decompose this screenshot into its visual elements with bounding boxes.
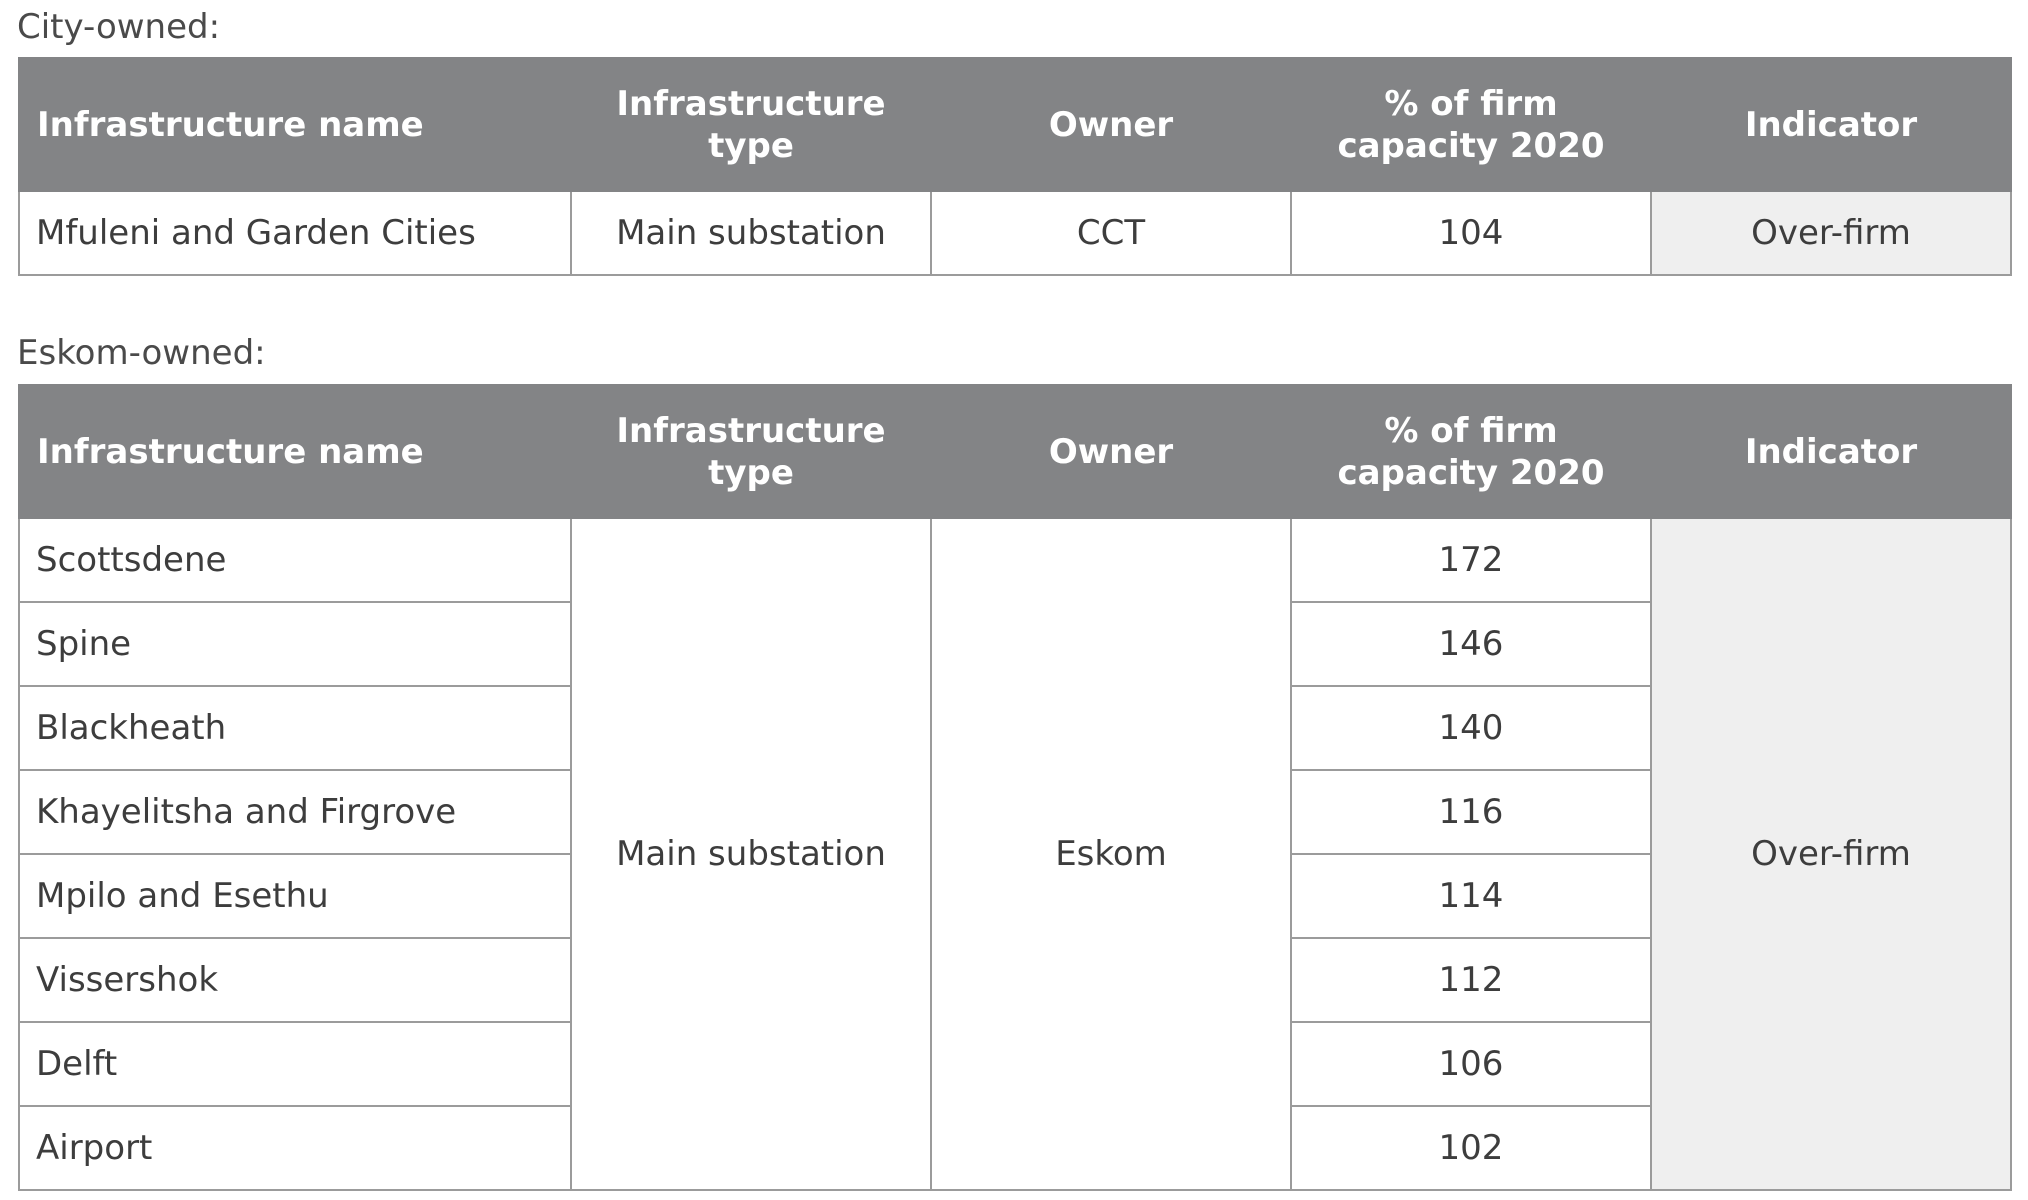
table-row: Vissershok 112	[18, 937, 2011, 1023]
header-owner: Owner	[930, 384, 1292, 519]
table-row: Mfuleni and Garden Cities Main substatio…	[18, 190, 2012, 276]
city-owned-caption: City-owned:	[17, 7, 221, 47]
firm-capacity-cell: 106	[1290, 1021, 1652, 1107]
header-firm-capacity: % of firm capacity 2020	[1290, 57, 1652, 192]
owner-cell: Eskom	[930, 517, 1292, 1191]
city-owned-table: Infrastructure name Infrastructure type …	[18, 57, 2012, 276]
infrastructure-name-cell: Khayelitsha and Firgrove	[18, 769, 572, 855]
table-row: Khayelitsha and Firgrove 116	[18, 769, 2011, 855]
owner-cell: CCT	[930, 190, 1292, 276]
indicator-cell: Over-firm	[1650, 190, 2012, 276]
header-row: Infrastructure name Infrastructure type …	[18, 57, 2012, 192]
firm-capacity-cell: 114	[1290, 853, 1652, 939]
eskom-owned-caption: Eskom-owned:	[17, 333, 266, 373]
firm-capacity-cell: 146	[1290, 601, 1652, 687]
table-row: Blackheath 140	[18, 685, 2011, 771]
infrastructure-name-cell: Mfuleni and Garden Cities	[18, 190, 572, 276]
infrastructure-name-cell: Scottsdene	[18, 517, 572, 603]
header-row: Infrastructure name Infrastructure type …	[18, 384, 2012, 519]
firm-capacity-cell: 104	[1290, 190, 1652, 276]
header-indicator: Indicator	[1650, 384, 2012, 519]
table-row: Spine 146	[18, 601, 2011, 687]
header-firm-capacity: % of firm capacity 2020	[1290, 384, 1652, 519]
header-owner: Owner	[930, 57, 1292, 192]
table-row: Airport 102	[18, 1105, 2011, 1191]
infrastructure-name-cell: Blackheath	[18, 685, 572, 771]
eskom-owned-table: Infrastructure name Infrastructure type …	[18, 384, 2012, 1191]
header-infrastructure-name: Infrastructure name	[18, 57, 572, 192]
firm-capacity-cell: 140	[1290, 685, 1652, 771]
infrastructure-type-cell: Main substation	[570, 190, 932, 276]
firm-capacity-cell: 116	[1290, 769, 1652, 855]
infrastructure-name-cell: Mpilo and Esethu	[18, 853, 572, 939]
firm-capacity-cell: 112	[1290, 937, 1652, 1023]
header-infrastructure-name: Infrastructure name	[18, 384, 572, 519]
firm-capacity-cell: 102	[1290, 1105, 1652, 1191]
infrastructure-name-cell: Spine	[18, 601, 572, 687]
infrastructure-type-cell: Main substation	[570, 517, 932, 1191]
infrastructure-name-cell: Airport	[18, 1105, 572, 1191]
table-row: Delft 106	[18, 1021, 2011, 1107]
table-row: Mpilo and Esethu 114	[18, 853, 2011, 939]
header-infrastructure-type: Infrastructure type	[570, 384, 932, 519]
header-indicator: Indicator	[1650, 57, 2012, 192]
table-row: Scottsdene Main substation Eskom 172 Ove…	[18, 517, 2012, 1191]
indicator-cell: Over-firm	[1650, 517, 2012, 1191]
infrastructure-name-cell: Vissershok	[18, 937, 572, 1023]
firm-capacity-cell: 172	[1290, 517, 1652, 603]
infrastructure-name-cell: Delft	[18, 1021, 572, 1107]
header-infrastructure-type: Infrastructure type	[570, 57, 932, 192]
